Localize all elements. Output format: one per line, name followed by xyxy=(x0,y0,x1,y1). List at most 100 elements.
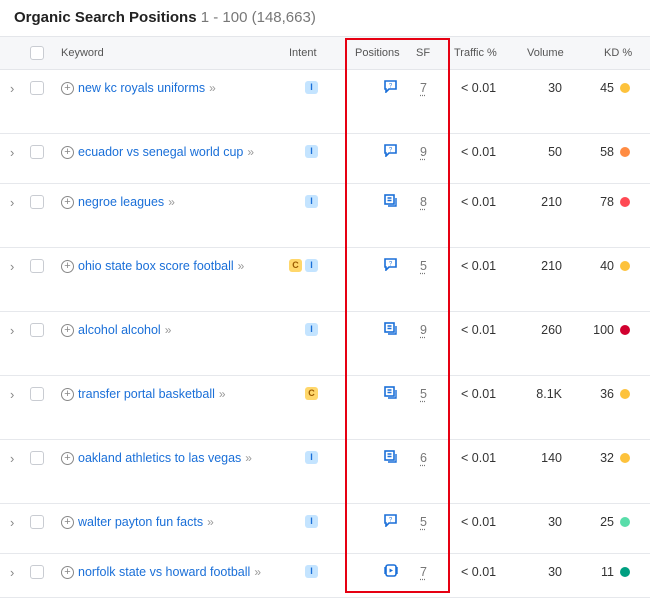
row-checkbox[interactable] xyxy=(30,195,44,212)
sf-count[interactable]: 5 xyxy=(420,259,427,273)
traffic-value: < 0.01 xyxy=(461,323,497,337)
row-checkbox[interactable] xyxy=(30,451,44,468)
intent-badges: I xyxy=(305,81,318,94)
add-keyword-icon[interactable]: + xyxy=(61,81,74,95)
table-row: › + alcohol alcohol» I 9 < 0.01 260 100 xyxy=(0,312,650,376)
kd-dot xyxy=(620,325,630,335)
page-title: Organic Search Positions 1 - 100 (148,66… xyxy=(14,9,316,26)
add-keyword-icon[interactable]: + xyxy=(61,515,74,529)
expand-chevron-icon[interactable]: › xyxy=(10,451,15,466)
table-header: Keyword Intent Positions SF Traffic % Vo… xyxy=(0,36,650,70)
question-icon[interactable]: ? xyxy=(384,258,397,274)
intent-badges: I xyxy=(305,323,318,336)
intent-badge: C xyxy=(289,259,302,272)
expand-chevron-icon[interactable]: › xyxy=(10,515,15,530)
keyword-link[interactable]: ohio state box score football xyxy=(78,259,234,273)
keyword-link[interactable]: new kc royals uniforms xyxy=(78,81,206,95)
volume-value: 210 xyxy=(541,195,562,209)
intent-badge: C xyxy=(305,387,318,400)
volume-value: 8.1K xyxy=(536,387,562,401)
traffic-value: < 0.01 xyxy=(461,81,497,95)
article-icon[interactable] xyxy=(384,450,397,466)
double-chevron-icon[interactable]: » xyxy=(218,387,226,401)
col-positions[interactable]: Positions xyxy=(355,47,400,59)
col-intent[interactable]: Intent xyxy=(289,47,317,59)
add-keyword-icon[interactable]: + xyxy=(61,451,74,465)
sf-count[interactable]: 7 xyxy=(420,565,427,579)
intent-badge: I xyxy=(305,145,318,158)
sf-count[interactable]: 6 xyxy=(420,451,427,465)
intent-badge: I xyxy=(305,515,318,528)
col-sf[interactable]: SF xyxy=(416,47,431,59)
sf-count[interactable]: 5 xyxy=(420,515,427,529)
double-chevron-icon[interactable]: » xyxy=(164,323,172,337)
add-keyword-icon[interactable]: + xyxy=(61,259,74,273)
svg-text:?: ? xyxy=(389,84,393,90)
sf-count[interactable]: 9 xyxy=(420,145,427,159)
expand-chevron-icon[interactable]: › xyxy=(10,81,15,96)
question-icon[interactable]: ? xyxy=(384,514,397,530)
article-icon[interactable] xyxy=(384,322,397,338)
double-chevron-icon[interactable]: » xyxy=(247,145,255,159)
double-chevron-icon[interactable]: » xyxy=(254,565,262,579)
double-chevron-icon[interactable]: » xyxy=(245,451,252,465)
keyword-link[interactable]: walter payton fun facts xyxy=(78,515,204,529)
col-kd[interactable]: KD % xyxy=(604,47,633,59)
add-keyword-icon[interactable]: + xyxy=(61,145,74,159)
sf-count[interactable]: 7 xyxy=(420,81,427,95)
kd-dot xyxy=(620,517,630,527)
sf-count[interactable]: 9 xyxy=(420,323,427,337)
table-row: › + transfer portal basketball» C 5 < 0.0… xyxy=(0,376,650,440)
expand-chevron-icon[interactable]: › xyxy=(10,145,15,160)
row-checkbox[interactable] xyxy=(30,387,44,404)
keyword-link[interactable]: oakland athletics to las vegas xyxy=(78,451,242,465)
select-all-checkbox[interactable] xyxy=(30,46,44,63)
video-icon[interactable] xyxy=(384,564,398,580)
expand-chevron-icon[interactable]: › xyxy=(10,259,15,274)
add-keyword-icon[interactable]: + xyxy=(61,565,74,579)
double-chevron-icon[interactable]: » xyxy=(209,81,216,95)
keyword-link[interactable]: transfer portal basketball xyxy=(78,387,215,401)
expand-chevron-icon[interactable]: › xyxy=(10,323,15,338)
col-volume[interactable]: Volume xyxy=(527,47,564,59)
add-keyword-icon[interactable]: + xyxy=(61,387,74,401)
keyword-link[interactable]: norfolk state vs howard football xyxy=(78,565,251,579)
expand-chevron-icon[interactable]: › xyxy=(10,195,15,210)
double-chevron-icon[interactable]: » xyxy=(237,259,245,273)
article-icon[interactable] xyxy=(384,386,397,402)
kd-value: 25 xyxy=(600,515,614,529)
kd-value: 36 xyxy=(600,387,614,401)
col-traffic[interactable]: Traffic % xyxy=(454,47,497,59)
question-icon[interactable]: ? xyxy=(384,80,397,96)
double-chevron-icon[interactable]: » xyxy=(207,515,214,529)
add-keyword-icon[interactable]: + xyxy=(61,195,74,209)
add-keyword-icon[interactable]: + xyxy=(61,323,74,337)
traffic-value: < 0.01 xyxy=(461,451,497,465)
kd-dot xyxy=(620,567,630,577)
table-row: › + walter payton fun facts» I ? 5 < 0.01… xyxy=(0,504,650,554)
row-checkbox[interactable] xyxy=(30,565,44,582)
sf-count[interactable]: 5 xyxy=(420,387,427,401)
keyword-link[interactable]: ecuador vs senegal world cup xyxy=(78,145,244,159)
sf-count[interactable]: 8 xyxy=(420,195,427,209)
keyword-link[interactable]: negroe leagues xyxy=(78,195,165,209)
expand-chevron-icon[interactable]: › xyxy=(10,565,15,580)
row-checkbox[interactable] xyxy=(30,145,44,162)
kd-dot xyxy=(620,147,630,157)
row-checkbox[interactable] xyxy=(30,515,44,532)
traffic-value: < 0.01 xyxy=(461,515,497,529)
keyword-link[interactable]: alcohol alcohol xyxy=(78,323,161,337)
question-icon[interactable]: ? xyxy=(384,144,397,160)
row-checkbox[interactable] xyxy=(30,323,44,340)
kd-value: 32 xyxy=(600,451,614,465)
expand-chevron-icon[interactable]: › xyxy=(10,387,15,402)
article-icon[interactable] xyxy=(384,194,397,210)
intent-badge: I xyxy=(305,81,318,94)
kd-dot xyxy=(620,197,630,207)
row-checkbox[interactable] xyxy=(30,259,44,276)
table-row: › + negroe leagues» I 8 < 0.01 210 78 xyxy=(0,184,650,248)
col-keyword[interactable]: Keyword xyxy=(61,47,104,59)
double-chevron-icon[interactable]: » xyxy=(168,195,175,209)
row-checkbox[interactable] xyxy=(30,81,44,98)
